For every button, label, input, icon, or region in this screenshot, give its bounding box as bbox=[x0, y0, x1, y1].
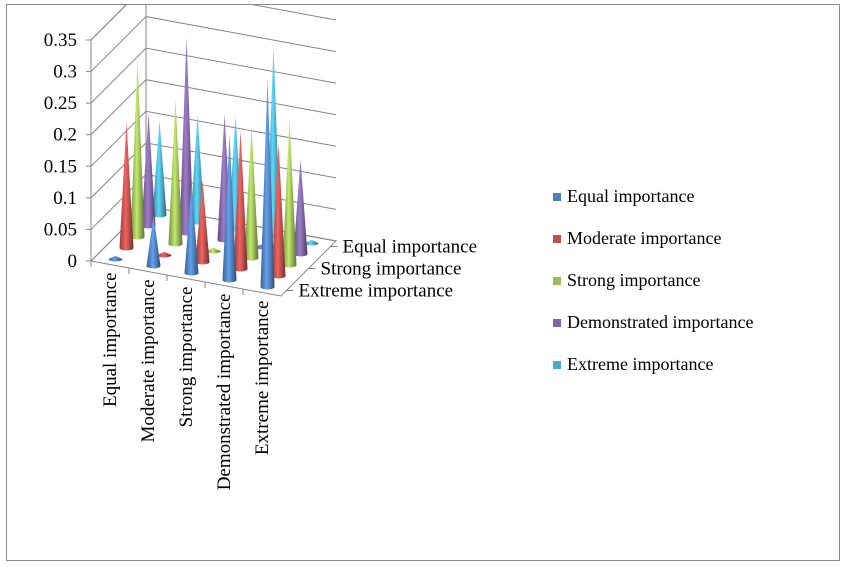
legend-item: Extreme importance bbox=[553, 354, 713, 374]
legend-label: Equal importance bbox=[567, 186, 694, 206]
cone bbox=[271, 143, 286, 279]
cone-body bbox=[304, 239, 319, 246]
cone-body bbox=[271, 143, 286, 279]
cone-body bbox=[222, 134, 237, 283]
cone bbox=[119, 121, 134, 251]
y-tick-label: 0 bbox=[68, 251, 78, 272]
legend-swatch bbox=[553, 235, 561, 243]
x-tick-label: Equal importance bbox=[100, 273, 121, 408]
gridline bbox=[90, 47, 337, 104]
cone-body bbox=[206, 247, 221, 254]
cone-body bbox=[108, 255, 123, 262]
legend-swatch bbox=[553, 193, 561, 201]
legend-label: Strong importance bbox=[567, 270, 700, 290]
y-tick-label: 0.35 bbox=[44, 30, 77, 51]
cone bbox=[179, 37, 194, 236]
cone-body bbox=[282, 119, 297, 268]
left-wall-top-edge bbox=[90, 0, 132, 41]
cone bbox=[222, 134, 237, 283]
gridline bbox=[90, 16, 337, 72]
cone bbox=[168, 98, 183, 247]
cone bbox=[146, 215, 161, 269]
cones bbox=[108, 37, 319, 290]
gridline bbox=[90, 79, 337, 136]
y-tick-label: 0.2 bbox=[53, 125, 77, 146]
y-tick-label: 0.05 bbox=[44, 219, 77, 240]
cone bbox=[141, 112, 156, 229]
cone-chart: 0 0.05 0.1 0.15 0.2 0.25 0.3 0.35 Equal importa… bbox=[44, 0, 753, 491]
cone-body bbox=[260, 78, 275, 290]
cone bbox=[233, 130, 248, 272]
legend-swatch bbox=[553, 319, 561, 327]
y-tick-label: 0.1 bbox=[53, 188, 77, 209]
z-tick-label: Strong importance bbox=[321, 259, 462, 280]
cone bbox=[293, 159, 308, 257]
cone bbox=[108, 255, 123, 262]
cone-body bbox=[146, 215, 161, 269]
legend-swatch bbox=[553, 277, 561, 285]
cone bbox=[190, 114, 205, 225]
y-tick-label: 0.15 bbox=[44, 156, 77, 177]
legend-label: Demonstrated importance bbox=[567, 312, 753, 332]
legend-swatch bbox=[553, 361, 561, 369]
cone bbox=[184, 184, 199, 276]
cone bbox=[157, 251, 172, 258]
legend-item: Moderate importance bbox=[553, 228, 721, 248]
gridline bbox=[90, 0, 337, 41]
legend-label: Extreme importance bbox=[567, 354, 713, 374]
x-tick-label: Moderate importance bbox=[138, 280, 159, 443]
cone-body bbox=[184, 184, 199, 276]
cone-body bbox=[130, 60, 145, 240]
z-tick-label: Extreme importance bbox=[299, 281, 454, 302]
legend-item: Demonstrated importance bbox=[553, 312, 753, 332]
cone-body bbox=[157, 251, 172, 258]
cone-body bbox=[195, 179, 210, 265]
cone-body bbox=[293, 159, 308, 257]
cone-body bbox=[179, 37, 194, 236]
cone-body bbox=[119, 121, 134, 251]
x-tick-label: Demonstrated importance bbox=[214, 294, 235, 491]
x-axis-ticks: Equal importance Moderate importance Stron… bbox=[90, 261, 273, 491]
cone-body bbox=[141, 112, 156, 229]
cone bbox=[304, 239, 319, 246]
chart-area: 0 0.05 0.1 0.15 0.2 0.25 0.3 0.35 Equal importa… bbox=[6, 0, 840, 561]
cone-body bbox=[233, 130, 248, 272]
y-tick-label: 0.3 bbox=[53, 62, 77, 83]
legend-item: Equal importance bbox=[553, 186, 694, 206]
legend: Equal importance Moderate importance Stron… bbox=[553, 186, 753, 374]
cone-body bbox=[244, 125, 259, 261]
legend-item: Strong importance bbox=[553, 270, 700, 290]
cone-body bbox=[168, 98, 183, 247]
cone bbox=[244, 125, 259, 261]
cone bbox=[195, 179, 210, 265]
x-tick-label: Extreme importance bbox=[252, 301, 273, 456]
x-tick-label: Strong importance bbox=[176, 287, 197, 428]
cone bbox=[282, 119, 297, 268]
y-tick-label: 0.25 bbox=[44, 93, 77, 114]
cone bbox=[260, 78, 275, 290]
z-tick-label: Equal importance bbox=[343, 237, 478, 258]
cone bbox=[152, 120, 167, 218]
y-axis-ticks: 0 0.05 0.1 0.15 0.2 0.25 0.3 0.35 bbox=[44, 30, 91, 272]
cone-body bbox=[190, 114, 205, 225]
legend-label: Moderate importance bbox=[567, 228, 721, 248]
cone-body bbox=[152, 120, 167, 218]
cone bbox=[130, 60, 145, 240]
cone bbox=[206, 247, 221, 254]
